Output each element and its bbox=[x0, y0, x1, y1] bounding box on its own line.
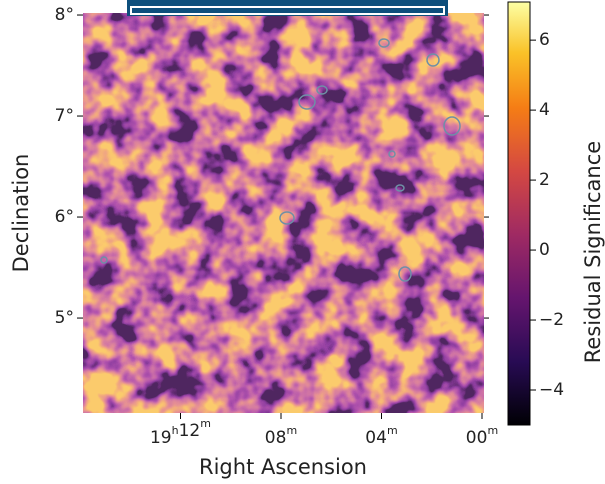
y-axis-label: Declination bbox=[9, 154, 33, 273]
colorbar-tick-label: 4 bbox=[539, 100, 550, 120]
colorbar-tick-label: 6 bbox=[539, 30, 550, 50]
contours bbox=[100, 38, 461, 282]
colorbar bbox=[507, 1, 531, 426]
colorbar-tick-label: −4 bbox=[539, 380, 564, 400]
colorbar-tick-label: −2 bbox=[539, 310, 564, 330]
y-tick-label: 8° bbox=[55, 5, 74, 25]
x-tick-label: 19h12m bbox=[150, 417, 211, 448]
colorbar-tick-label: 2 bbox=[539, 170, 550, 190]
y-tick-label: 5° bbox=[55, 308, 74, 328]
x-axis-label: Right Ascension bbox=[199, 455, 367, 479]
colorbar-label: Residual Significance bbox=[581, 141, 605, 363]
x-tick-label: 04m bbox=[365, 424, 397, 448]
title-banner-frame bbox=[130, 6, 445, 15]
y-tick-label: 6° bbox=[55, 207, 74, 227]
x-tick-label: 08m bbox=[265, 424, 297, 448]
x-tick-label: 00m bbox=[466, 424, 498, 448]
colorbar-tick-label: 0 bbox=[539, 240, 550, 260]
y-tick-label: 7° bbox=[55, 106, 74, 126]
